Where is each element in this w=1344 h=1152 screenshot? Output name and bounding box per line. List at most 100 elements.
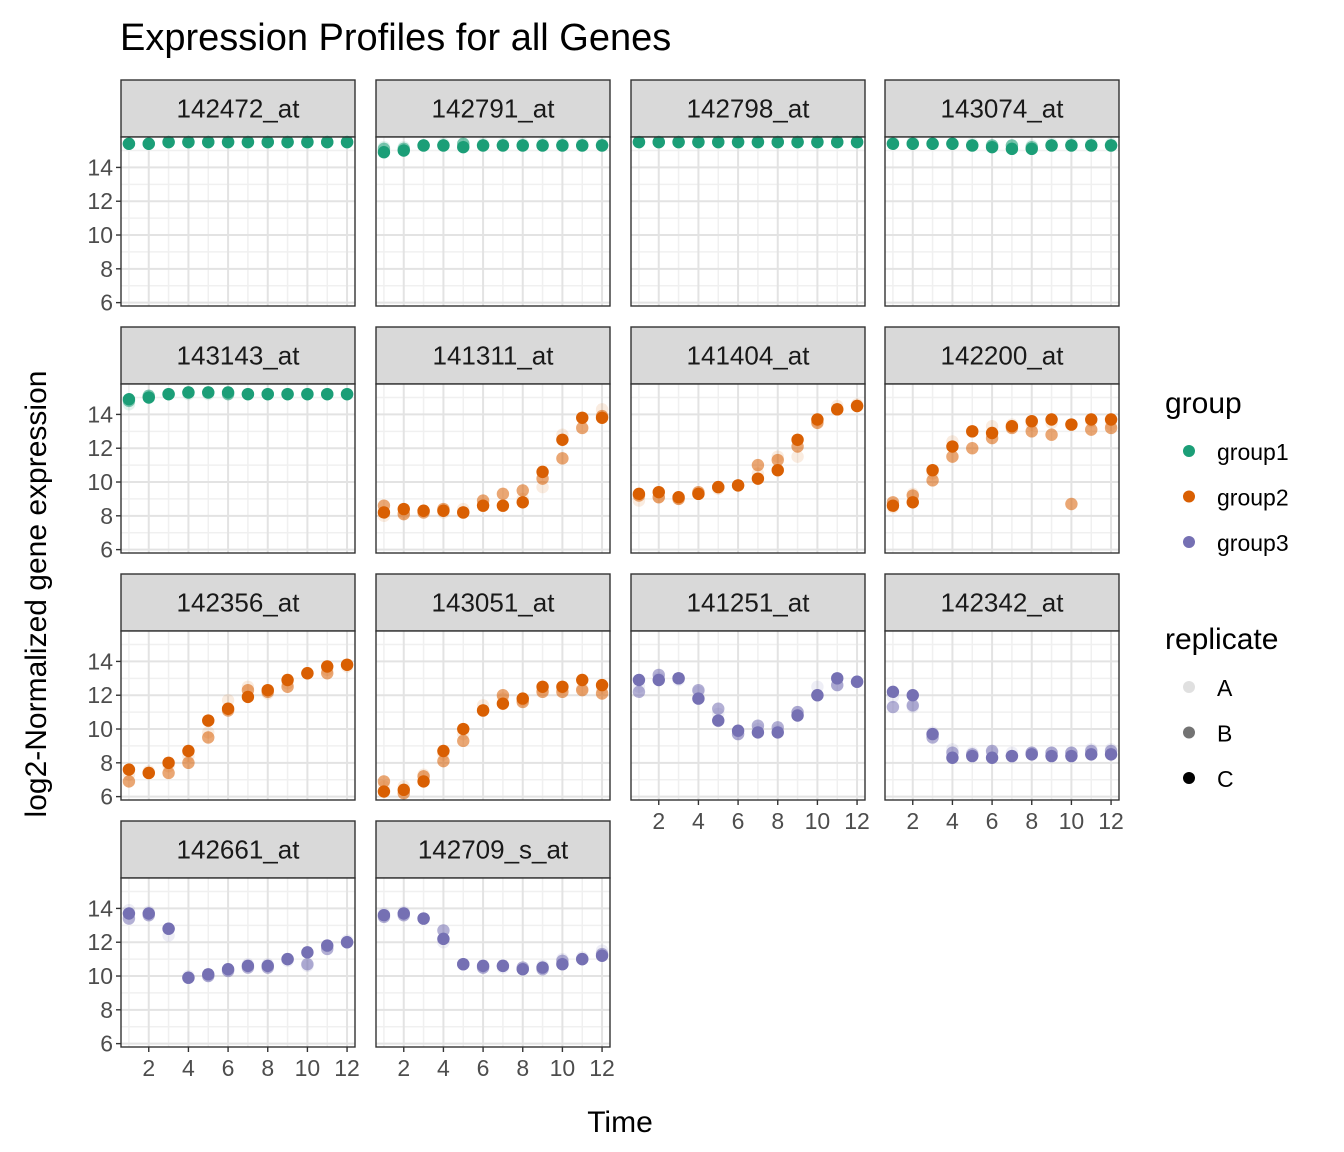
legend-key: [1183, 490, 1195, 503]
data-point: [831, 135, 844, 149]
data-point: [946, 440, 959, 453]
data-point: [556, 680, 569, 693]
data-point: [122, 393, 136, 406]
y-tick-label: 8: [100, 750, 113, 776]
data-point: [886, 700, 900, 714]
data-point: [652, 485, 665, 499]
data-point: [850, 399, 864, 413]
y-tick-label: 12: [87, 188, 113, 214]
x-tick-label: 10: [1059, 808, 1085, 834]
y-tick-label: 12: [87, 682, 113, 708]
data-point: [377, 506, 391, 519]
legend-label: A: [1217, 675, 1233, 701]
y-tick-label: 14: [87, 154, 113, 180]
panel-border: [630, 383, 866, 554]
data-point: [1025, 425, 1038, 438]
data-point: [926, 137, 939, 150]
data-point: [437, 504, 450, 517]
facet-strip: [120, 79, 356, 138]
facet-panel: 141311_at: [375, 326, 611, 554]
x-axis-title: Time: [587, 1106, 653, 1139]
facet-strip: [884, 326, 1120, 385]
panel-background: [631, 384, 865, 553]
panel-border: [120, 136, 356, 307]
data-point: [516, 139, 529, 152]
data-point: [496, 499, 510, 512]
data-point: [771, 726, 784, 739]
data-point: [340, 936, 354, 949]
y-tick-label: 6: [100, 290, 113, 316]
facet-strip-label: 142791_at: [432, 94, 556, 124]
data-point: [437, 754, 450, 768]
facet-panel: 142798_at: [630, 79, 866, 307]
data-point: [731, 135, 745, 149]
x-tick-label: 12: [1098, 808, 1124, 834]
data-point: [301, 957, 314, 971]
data-point: [632, 685, 646, 699]
data-point: [162, 135, 175, 149]
y-tick-label: 6: [100, 1031, 113, 1057]
data-point: [850, 675, 864, 688]
data-point: [182, 744, 195, 758]
data-point: [791, 450, 804, 463]
data-point: [791, 135, 804, 149]
y-tick-label: 12: [87, 929, 113, 955]
data-point: [771, 453, 784, 467]
data-point: [340, 387, 354, 401]
x-tick-label: 4: [946, 808, 959, 834]
data-point: [536, 961, 549, 974]
legend-title-replicate: replicate: [1165, 623, 1278, 656]
panel-background: [121, 631, 355, 800]
data-point: [377, 146, 391, 159]
x-tick-label: 8: [771, 808, 784, 834]
legend-key: [1183, 772, 1195, 784]
data-point: [321, 660, 334, 673]
data-point: [202, 386, 215, 399]
data-point: [672, 672, 685, 685]
data-point: [811, 413, 824, 426]
facet-strip-label: 142356_at: [177, 588, 301, 618]
facet-panel: 143143_at 6 8 10 12 14: [87, 326, 356, 563]
data-point: [516, 963, 529, 976]
data-point: [595, 678, 609, 692]
facet-panel: 143051_at: [375, 573, 611, 801]
data-point: [202, 731, 215, 744]
facet-strip-label: 142709_s_at: [418, 835, 569, 865]
data-point: [1005, 749, 1019, 763]
data-point: [1085, 413, 1098, 426]
data-point: [182, 971, 195, 984]
panel-border: [375, 136, 611, 307]
data-point: [182, 135, 195, 149]
x-tick-label: 4: [182, 1055, 195, 1081]
panel-border: [120, 630, 356, 801]
data-point: [377, 775, 391, 788]
data-point: [576, 139, 589, 152]
data-point: [437, 139, 450, 152]
data-point: [1025, 142, 1038, 156]
data-point: [1005, 420, 1019, 433]
data-point: [1045, 428, 1058, 441]
legend-label: group2: [1217, 485, 1289, 511]
data-point: [281, 135, 294, 149]
data-point: [632, 135, 646, 149]
data-point: [1085, 423, 1098, 436]
data-point: [672, 491, 685, 504]
data-point: [985, 751, 999, 764]
data-point: [516, 692, 529, 705]
facet-strip-label: 143051_at: [432, 588, 556, 618]
data-point: [652, 135, 665, 149]
legend-label: group3: [1217, 530, 1289, 556]
data-point: [632, 673, 646, 687]
facet-strip-label: 143143_at: [177, 341, 301, 371]
facet-panel: 141251_at 2 4 6 8 10 12: [630, 573, 870, 834]
data-point: [397, 907, 410, 920]
data-point: [886, 137, 900, 150]
data-point: [261, 959, 274, 973]
data-point: [261, 683, 274, 697]
data-point: [221, 702, 235, 715]
data-point: [1065, 418, 1078, 431]
data-point: [122, 137, 136, 150]
y-axis-title: log2-Normalized gene expression: [20, 371, 53, 818]
legend-key: [1183, 536, 1195, 548]
